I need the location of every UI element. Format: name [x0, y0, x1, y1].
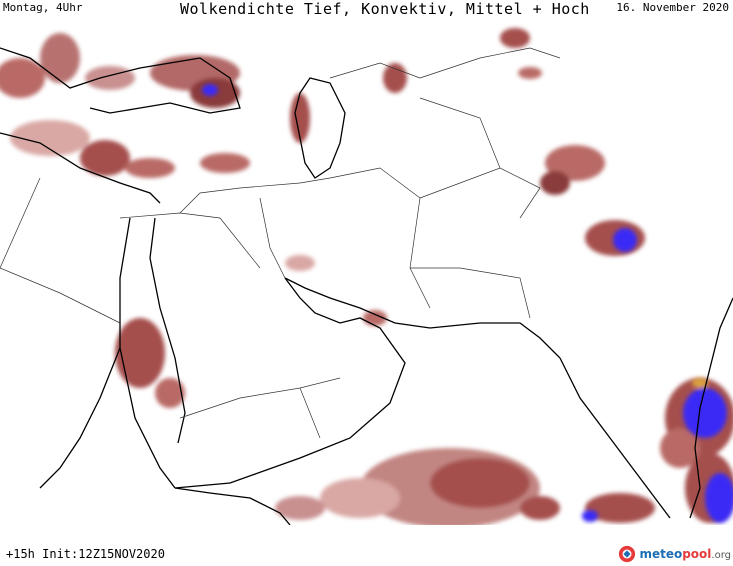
country-borders [0, 47, 561, 439]
coastlines [0, 47, 733, 525]
convective-cloud-layer [202, 84, 733, 523]
forecast-date-label: 16. November 2020 [616, 1, 729, 14]
logo-wordmark: meteopool.org [639, 547, 731, 561]
logo-meteo: meteo [639, 547, 683, 561]
map-title: Wolkendichte Tief, Konvektiv, Mittel + H… [180, 0, 590, 18]
logo-org: .org [711, 550, 731, 561]
weather-map [0, 18, 733, 525]
logo-icon [619, 545, 636, 563]
forecast-run-info: +15h Init:12Z15NOV2020 [6, 547, 165, 561]
forecast-time-label: Montag, 4Uhr [3, 1, 83, 14]
meteopool-logo[interactable]: meteopool.org [618, 545, 731, 563]
logo-pool: pool [682, 547, 712, 561]
